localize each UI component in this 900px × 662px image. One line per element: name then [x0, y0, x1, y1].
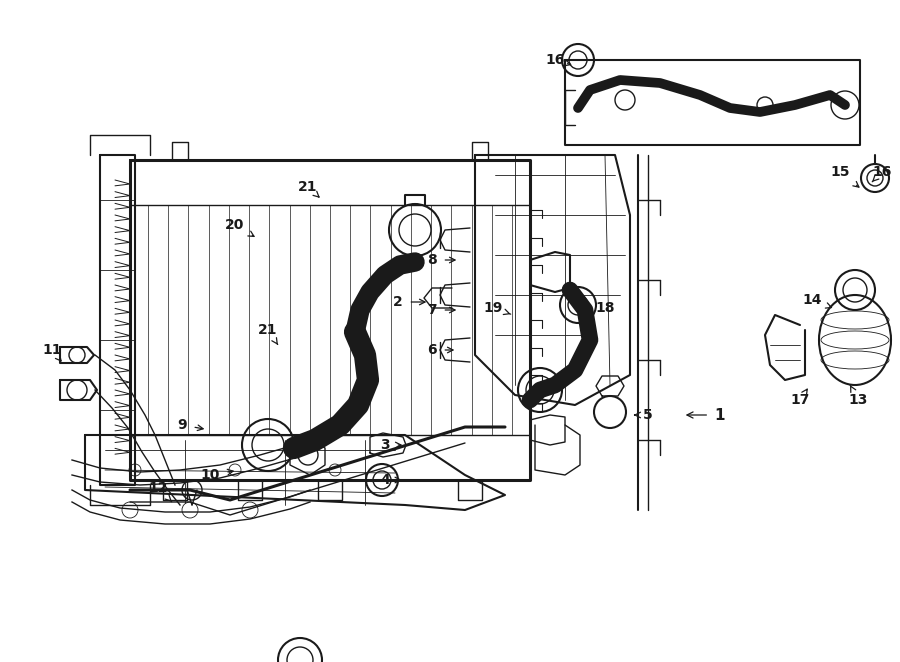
Text: 8: 8: [428, 253, 455, 267]
Text: 16: 16: [545, 53, 571, 67]
Text: 15: 15: [830, 165, 859, 187]
Text: 14: 14: [802, 293, 832, 308]
Text: 2: 2: [393, 295, 425, 309]
Text: 9: 9: [177, 418, 203, 432]
Text: 12: 12: [148, 481, 172, 502]
Text: 11: 11: [42, 343, 62, 361]
Text: 16: 16: [872, 165, 892, 182]
Text: 10: 10: [201, 468, 233, 482]
Text: 4: 4: [380, 473, 400, 487]
Text: 13: 13: [849, 385, 868, 407]
Text: 19: 19: [483, 301, 510, 315]
Text: 21: 21: [298, 180, 320, 197]
Text: 6: 6: [428, 343, 453, 357]
Text: 20: 20: [225, 218, 254, 236]
Text: 3: 3: [380, 438, 401, 452]
Text: 1: 1: [687, 408, 725, 422]
Text: 17: 17: [790, 389, 810, 407]
Text: 7: 7: [428, 303, 455, 317]
Text: 18: 18: [587, 301, 615, 315]
Text: 21: 21: [258, 323, 278, 344]
Text: 5: 5: [634, 408, 652, 422]
